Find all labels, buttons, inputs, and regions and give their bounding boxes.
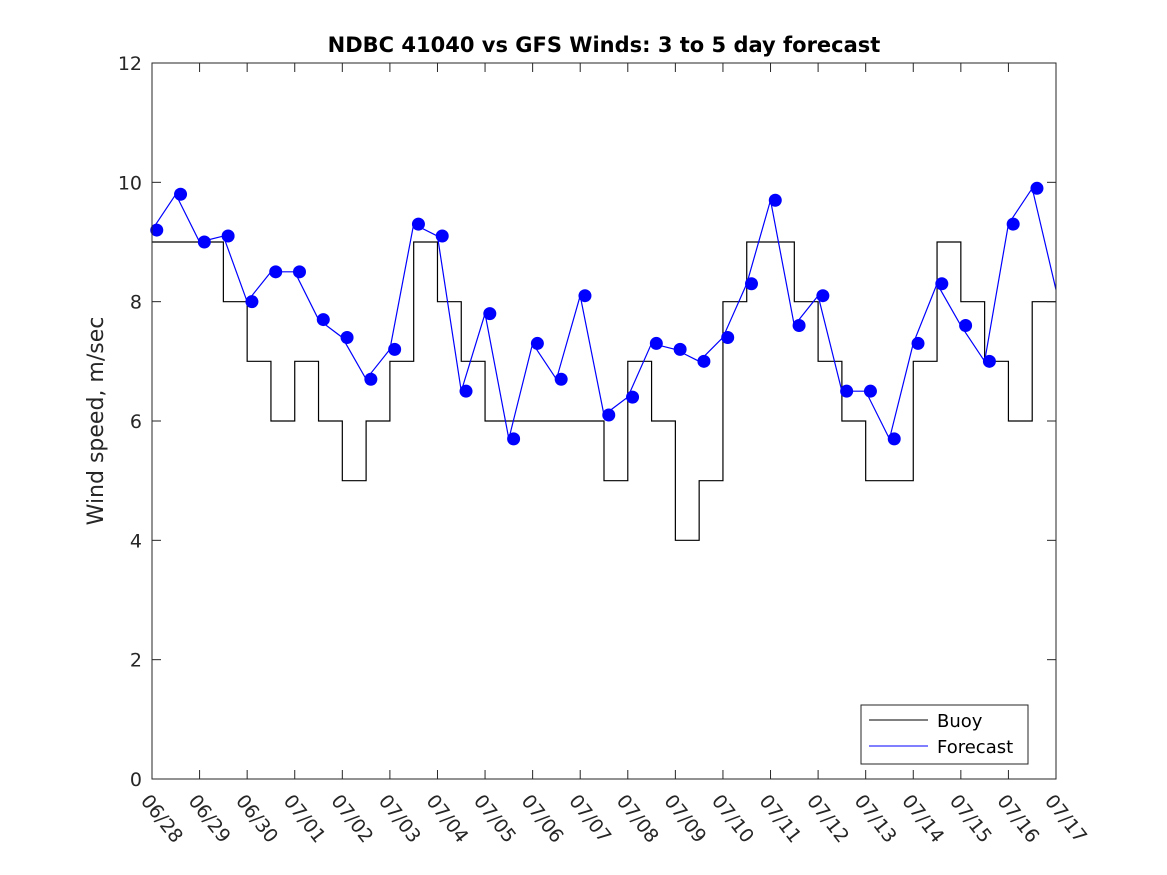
- forecast-point: [507, 432, 521, 446]
- x-tick-label: 07/13: [850, 791, 901, 848]
- buoy-line: [152, 241, 1056, 541]
- y-tick-label: 8: [130, 292, 142, 314]
- forecast-point: [626, 390, 640, 404]
- legend: Buoy Forecast: [860, 704, 1029, 765]
- forecast-point: [602, 408, 616, 422]
- x-tick-label: 07/09: [659, 791, 710, 848]
- x-tick-label: 06/28: [136, 791, 187, 848]
- x-tick-label: 07/10: [707, 791, 758, 848]
- x-tick-label: 07/12: [802, 791, 853, 848]
- forecast-point: [459, 384, 473, 398]
- x-tick-label: 07/06: [517, 791, 568, 848]
- forecast-point: [269, 265, 283, 279]
- forecast-point: [887, 432, 901, 446]
- y-tick-label: 6: [130, 411, 142, 433]
- forecast-point: [1006, 217, 1020, 231]
- legend-box: [860, 704, 1029, 765]
- x-tick-label: 07/04: [422, 791, 473, 848]
- buoy-series: [152, 241, 1056, 541]
- legend-buoy-label: Buoy: [937, 711, 983, 732]
- y-axis-label: Wind speed, m/sec: [84, 317, 109, 526]
- x-tick-label: 07/11: [755, 791, 806, 848]
- forecast-point: [554, 372, 568, 386]
- forecast-point: [411, 217, 425, 231]
- forecast-point: [388, 342, 402, 356]
- forecast-point: [959, 319, 973, 333]
- forecast-point: [697, 354, 711, 368]
- forecast-point: [530, 336, 544, 350]
- forecast-point: [1030, 181, 1044, 195]
- y-tick-label: 2: [130, 650, 142, 672]
- forecast-point: [150, 223, 164, 237]
- forecast-point: [863, 384, 877, 398]
- x-tick-label: 07/16: [992, 791, 1043, 848]
- forecast-point: [673, 342, 687, 356]
- y-axis: 0 2 4 6 8 10 12: [118, 53, 1056, 791]
- chart-title: NDBC 41040 vs GFS Winds: 3 to 5 day fore…: [328, 33, 881, 57]
- forecast-point: [435, 229, 449, 243]
- y-tick-label: 4: [130, 530, 142, 552]
- forecast-point: [197, 235, 211, 249]
- x-tick-label: 07/08: [612, 791, 663, 848]
- forecast-point: [816, 289, 830, 303]
- forecast-point: [768, 193, 782, 207]
- x-tick-label: 07/05: [469, 791, 520, 848]
- forecast-point: [245, 295, 259, 309]
- forecast-point: [364, 372, 378, 386]
- x-tick-label: 07/07: [564, 791, 615, 848]
- forecast-point: [792, 319, 806, 333]
- x-tick-label: 07/02: [326, 791, 377, 848]
- legend-forecast-label: Forecast: [937, 737, 1013, 758]
- forecast-point: [221, 229, 235, 243]
- x-tick-label: 07/17: [1040, 791, 1091, 848]
- forecast-point: [911, 336, 925, 350]
- x-tick-label: 07/14: [897, 791, 948, 848]
- forecast-markers: [150, 181, 1044, 446]
- forecast-point: [316, 313, 330, 327]
- y-tick-label: 0: [130, 769, 142, 791]
- forecast-point: [578, 289, 592, 303]
- forecast-point: [483, 307, 497, 321]
- forecast-point: [649, 336, 663, 350]
- forecast-point: [744, 277, 758, 291]
- x-tick-label: 06/29: [184, 791, 235, 848]
- y-tick-label: 12: [118, 53, 142, 75]
- forecast-point: [840, 384, 854, 398]
- forecast-point: [721, 330, 735, 344]
- x-tick-label: 06/30: [231, 791, 282, 848]
- forecast-point: [340, 330, 354, 344]
- forecast-point: [935, 277, 949, 291]
- x-tick-label: 07/15: [945, 791, 996, 848]
- y-tick-label: 10: [118, 172, 142, 194]
- x-tick-label: 07/03: [374, 791, 425, 848]
- forecast-point: [982, 354, 996, 368]
- forecast-point: [292, 265, 306, 279]
- x-tick-label: 07/01: [279, 791, 330, 848]
- forecast-point: [174, 187, 188, 201]
